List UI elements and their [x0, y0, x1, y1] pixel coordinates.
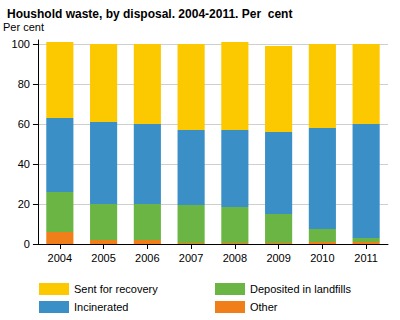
svg-text:Incinerated: Incinerated	[74, 301, 128, 313]
svg-text:20: 20	[18, 198, 30, 210]
svg-text:80: 80	[18, 78, 30, 90]
svg-text:60: 60	[18, 118, 30, 130]
svg-text:2011: 2011	[354, 252, 378, 264]
svg-text:Other: Other	[250, 301, 278, 313]
svg-text:Houshold waste, by disposal. 2: Houshold waste, by disposal. 2004-2011. …	[7, 7, 292, 21]
svg-text:2010: 2010	[310, 252, 334, 264]
svg-text:2005: 2005	[91, 252, 115, 264]
svg-text:Sent for recovery: Sent for recovery	[74, 283, 158, 295]
svg-text:2004: 2004	[48, 252, 72, 264]
svg-text:Per cent: Per cent	[3, 21, 44, 33]
svg-text:2006: 2006	[135, 252, 159, 264]
svg-text:100: 100	[12, 38, 30, 50]
svg-text:2009: 2009	[266, 252, 290, 264]
svg-text:2007: 2007	[179, 252, 203, 264]
svg-text:0: 0	[24, 238, 30, 250]
svg-text:2008: 2008	[223, 252, 247, 264]
svg-text:40: 40	[18, 158, 30, 170]
svg-text:Deposited in landfills: Deposited in landfills	[250, 283, 351, 295]
